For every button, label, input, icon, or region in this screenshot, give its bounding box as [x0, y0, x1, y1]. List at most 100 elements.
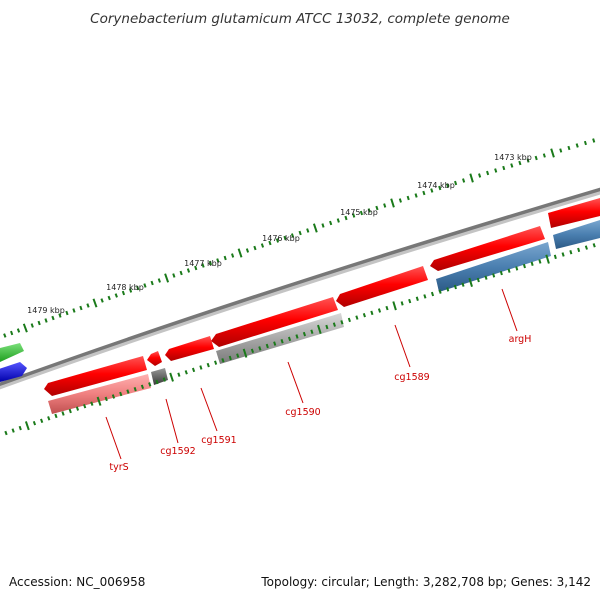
inner-scale-minor-tick [40, 418, 44, 424]
inner-scale-minor-tick [83, 403, 87, 409]
outer-scale-minor-tick [454, 180, 458, 186]
outer-scale-major-tick [92, 298, 98, 308]
inner-scale-minor-tick [302, 331, 307, 337]
outer-scale-major-tick [237, 248, 243, 258]
inner-scale-minor-tick [119, 391, 123, 397]
scale-label-1473: 1473 kbp [494, 153, 532, 162]
outer-scale-minor-tick [30, 323, 34, 328]
inner-scale-minor-tick [347, 317, 351, 323]
outer-scale-minor-tick [462, 178, 466, 183]
inner-scale-minor-tick [453, 284, 457, 290]
scale-label-1474: 1474 kbp [417, 181, 455, 190]
inner-scale-minor-tick [423, 294, 427, 299]
outer-scale-minor-tick [223, 255, 227, 261]
inner-scale-minor-tick [310, 329, 314, 334]
outer-scale-minor-tick [329, 220, 333, 226]
outer-scale-major-tick [550, 148, 555, 158]
inner-scale-minor-tick [522, 263, 526, 269]
inner-scale-minor-tick [104, 396, 108, 402]
outer-scale-track [3, 138, 596, 338]
outer-scale-minor-tick [172, 273, 176, 278]
outer-scale-minor-tick [201, 263, 205, 268]
outer-scale-minor-tick [518, 160, 522, 166]
inner-scale-minor-tick [265, 343, 269, 349]
inner-scale-minor-tick [408, 298, 412, 304]
outer-scale-minor-tick [542, 153, 546, 158]
outer-scale-minor-tick [100, 298, 104, 303]
gene-label-argH[interactable]: argH [509, 334, 532, 345]
inner-scale-minor-tick [250, 348, 255, 354]
inner-scale-major-tick [317, 324, 322, 334]
inner-scale-minor-tick [484, 275, 488, 280]
inner-scale-minor-tick [295, 334, 299, 339]
backbone-line [0, 187, 600, 387]
gene-label-cg1589[interactable]: cg1589 [394, 372, 429, 383]
inner-scale-minor-tick [214, 360, 218, 365]
inner-scale-minor-tick [553, 254, 557, 260]
feature-argH[interactable] [436, 242, 551, 292]
inner-scale-minor-tick [370, 310, 374, 316]
inner-scale-minor-tick [569, 250, 573, 255]
gene-forward-arrow-right[interactable] [548, 198, 600, 228]
inner-scale-minor-tick [499, 270, 503, 276]
inner-scale-major-tick [242, 348, 248, 358]
inner-scale-minor-tick [530, 261, 534, 266]
outer-scale-minor-tick [321, 223, 325, 228]
inner-scale-major-tick [468, 277, 473, 287]
outer-scale-minor-tick [510, 163, 514, 168]
feature-tyrS[interactable] [48, 374, 151, 414]
inner-scale-minor-tick [11, 428, 15, 433]
gene-label-cg1590[interactable]: cg1590 [285, 407, 320, 418]
outer-scale-minor-tick [3, 333, 7, 338]
accession-text: Accession: NC_006958 [9, 575, 145, 589]
inner-scale-minor-tick [377, 308, 382, 313]
inner-scale-minor-tick [438, 289, 442, 294]
outer-scale-minor-tick [398, 198, 402, 203]
outer-scale-minor-tick [51, 315, 55, 321]
gene-cg1592[interactable] [147, 351, 162, 366]
outer-scale-minor-tick [486, 170, 490, 176]
gene-arg-forward[interactable] [430, 226, 545, 271]
inner-scale-minor-tick [177, 372, 181, 377]
inner-scale-minor-tick [476, 277, 480, 283]
outer-scale-minor-tick [150, 280, 154, 286]
outer-scale-minor-tick [559, 148, 563, 153]
gene-left-blue[interactable] [0, 362, 27, 382]
scale-labels: 1473 kbp 1474 kbp 1475 kbp 1476 kbp 1477… [27, 153, 532, 315]
scale-label-1479: 1479 kbp [27, 306, 65, 315]
inner-scale-minor-tick [325, 324, 329, 330]
outer-scale-major-tick [312, 223, 318, 233]
outer-scale-major-tick [22, 323, 28, 333]
inner-scale-minor-tick [206, 362, 210, 368]
gene-label-tyrS[interactable]: tyrS [109, 462, 128, 473]
inner-scale-minor-tick [148, 382, 152, 387]
gene-label-cg1591[interactable]: cg1591 [201, 435, 236, 446]
outer-scale-minor-tick [526, 158, 530, 163]
outer-scale-minor-tick [283, 235, 287, 241]
feature-cg1592[interactable] [151, 368, 168, 385]
outer-scale-minor-tick [86, 303, 90, 308]
gene-cg1590-forward[interactable] [211, 297, 338, 347]
inner-scale-minor-tick [140, 384, 145, 390]
outer-scale-minor-tick [136, 285, 140, 291]
outer-scale-minor-tick [275, 238, 280, 243]
outer-scale-major-tick [164, 273, 170, 283]
feature-blue-right[interactable] [553, 220, 600, 249]
gene-cg1589-forward[interactable] [336, 266, 428, 307]
gene-left-green[interactable] [0, 343, 24, 362]
outer-scale-minor-tick [58, 313, 62, 318]
gene-label-cg1592[interactable]: cg1592 [160, 446, 195, 457]
inner-scale-minor-tick [133, 386, 137, 392]
outer-scale-minor-tick [290, 233, 295, 238]
inner-scale-minor-tick [155, 379, 159, 385]
outer-scale-minor-tick [37, 320, 41, 326]
inner-scale-minor-tick [32, 420, 37, 426]
inner-scale-minor-tick [61, 411, 65, 416]
gene-tyrS[interactable] [44, 356, 147, 396]
outer-scale-minor-tick [306, 228, 310, 233]
inner-scale-minor-tick [561, 252, 565, 257]
outer-scale-minor-tick [128, 288, 133, 293]
gene-cg1591[interactable] [165, 336, 214, 361]
feature-cg1590[interactable] [216, 313, 344, 364]
